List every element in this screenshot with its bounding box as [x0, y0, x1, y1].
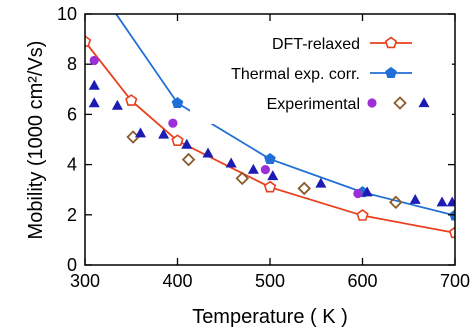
experimental-triangle-point: [134, 127, 147, 138]
x-axis-title: Temperature ( K ): [192, 306, 348, 328]
thermal-exp-corr--point: [171, 96, 184, 109]
legend-marker-dft-relaxed: [384, 36, 398, 49]
thermal-exp-corr--point: [264, 152, 276, 165]
experimental-triangle-point: [88, 97, 100, 108]
experimental-triangle-point: [267, 170, 279, 181]
legend-label-experimental: Experimental: [267, 96, 360, 113]
experimental-triangle-point: [111, 99, 123, 110]
legend-marker-thermal-exp-corr-: [385, 66, 397, 78]
experimental-circle-point: [353, 188, 363, 199]
legend-marker-circle: [367, 98, 377, 108]
legend-box: [190, 24, 452, 124]
y-tick-label-0: 0: [67, 255, 77, 275]
experimental-triangle-point: [315, 177, 327, 188]
dft-relaxed-point: [263, 180, 277, 193]
dft-relaxed-point: [356, 209, 369, 221]
dft-relaxed-point: [448, 226, 455, 239]
experimental-triangle-point: [409, 193, 421, 204]
experimental-triangle-point: [202, 147, 214, 158]
dft-relaxed-line: [85, 41, 455, 234]
experimental-triangle-point: [436, 196, 448, 207]
legend-label-thermal-exp-corr-: Thermal exp. corr.: [231, 66, 360, 83]
legend-label-dft-relaxed: DFT-relaxed: [272, 36, 360, 53]
experimental-circle-point: [260, 165, 270, 175]
dft-relaxed-point: [85, 35, 92, 47]
experimental-open-diamond-point: [235, 171, 250, 186]
x-tick-label-700: 700: [440, 271, 470, 291]
y-tick-label-10: 10: [57, 4, 77, 24]
legend: DFT-relaxed Thermal exp. corr. Experimenta…: [231, 36, 430, 113]
experimental-circle-point: [168, 118, 178, 128]
y-tick-label-8: 8: [67, 54, 77, 74]
experimental-open-diamond-point: [389, 195, 403, 210]
experimental-triangle-point: [88, 79, 100, 90]
y-tick-label-6: 6: [67, 104, 77, 124]
y-tick-label-2: 2: [67, 205, 77, 225]
experimental-triangle-point: [225, 157, 237, 168]
experimental-triangle-point: [361, 186, 373, 197]
dft-relaxed-point: [125, 94, 138, 106]
experimental-triangle-point: [247, 163, 259, 174]
dft-relaxed-point: [171, 134, 184, 146]
y-axis-title: Mobility (1000 cm²/Vs): [25, 41, 47, 240]
experimental-triangle-point: [181, 138, 193, 149]
experimental-circle-point: [89, 55, 99, 66]
experimental-open-diamond-point: [297, 181, 311, 196]
legend-marker-open-diamond: [393, 96, 407, 110]
x-tick-label-400: 400: [162, 271, 192, 291]
experimental-triangle-point: [158, 128, 170, 139]
legend-marker-triangle: [418, 97, 430, 108]
experimental-triangle-point: [446, 196, 455, 207]
x-tick-label-300: 300: [70, 271, 100, 291]
y-tick-label-4: 4: [67, 155, 77, 175]
experimental-open-diamond-point: [181, 152, 196, 167]
x-tick-label-500: 500: [255, 271, 285, 291]
x-tick-label-600: 600: [347, 271, 377, 291]
